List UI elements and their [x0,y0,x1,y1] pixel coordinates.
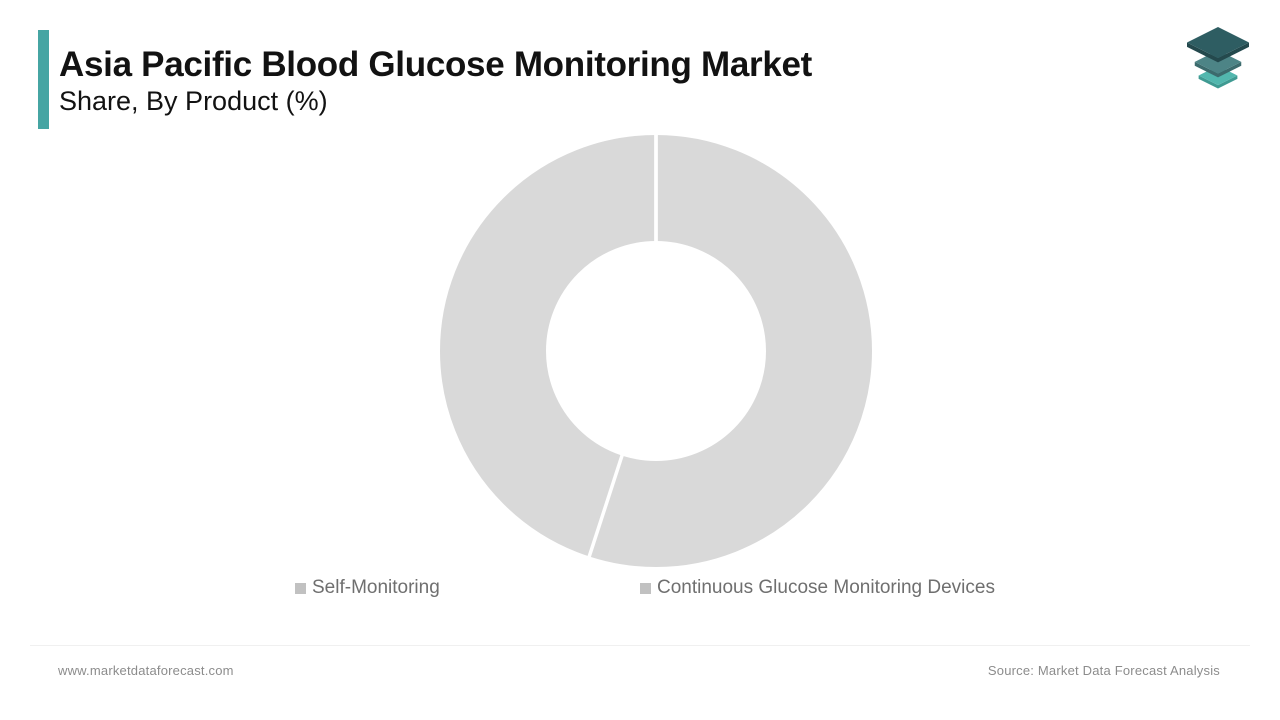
legend-item-cgm-devices: Continuous Glucose Monitoring Devices [640,577,995,599]
title-accent-bar [38,30,49,129]
logo-layer-top-face [1187,27,1249,58]
donut-chart [440,133,872,567]
legend-marker-icon [295,582,306,594]
footer-divider [30,645,1250,646]
logo-layer-bottom-edge [1198,75,1238,89]
page-title: Asia Pacific Blood Glucose Monitoring Ma… [59,45,813,84]
logo-layer-middle-edge [1194,61,1242,78]
legend-item-self-monitoring: Self-Monitoring [295,577,440,599]
legend-marker-icon [640,582,651,594]
source-text: Source: Market Data Forecast Analysis [987,663,1220,678]
website-url: www.marketdataforecast.com [58,663,234,678]
legend-label: Continuous Glucose Monitoring Devices [657,577,995,598]
logo-layer-top-edge [1187,42,1249,63]
page-subtitle: Share, By Product (%) [59,86,328,116]
market-data-forecast-logo-icon [1187,27,1249,89]
legend-label: Self-Monitoring [312,577,440,598]
